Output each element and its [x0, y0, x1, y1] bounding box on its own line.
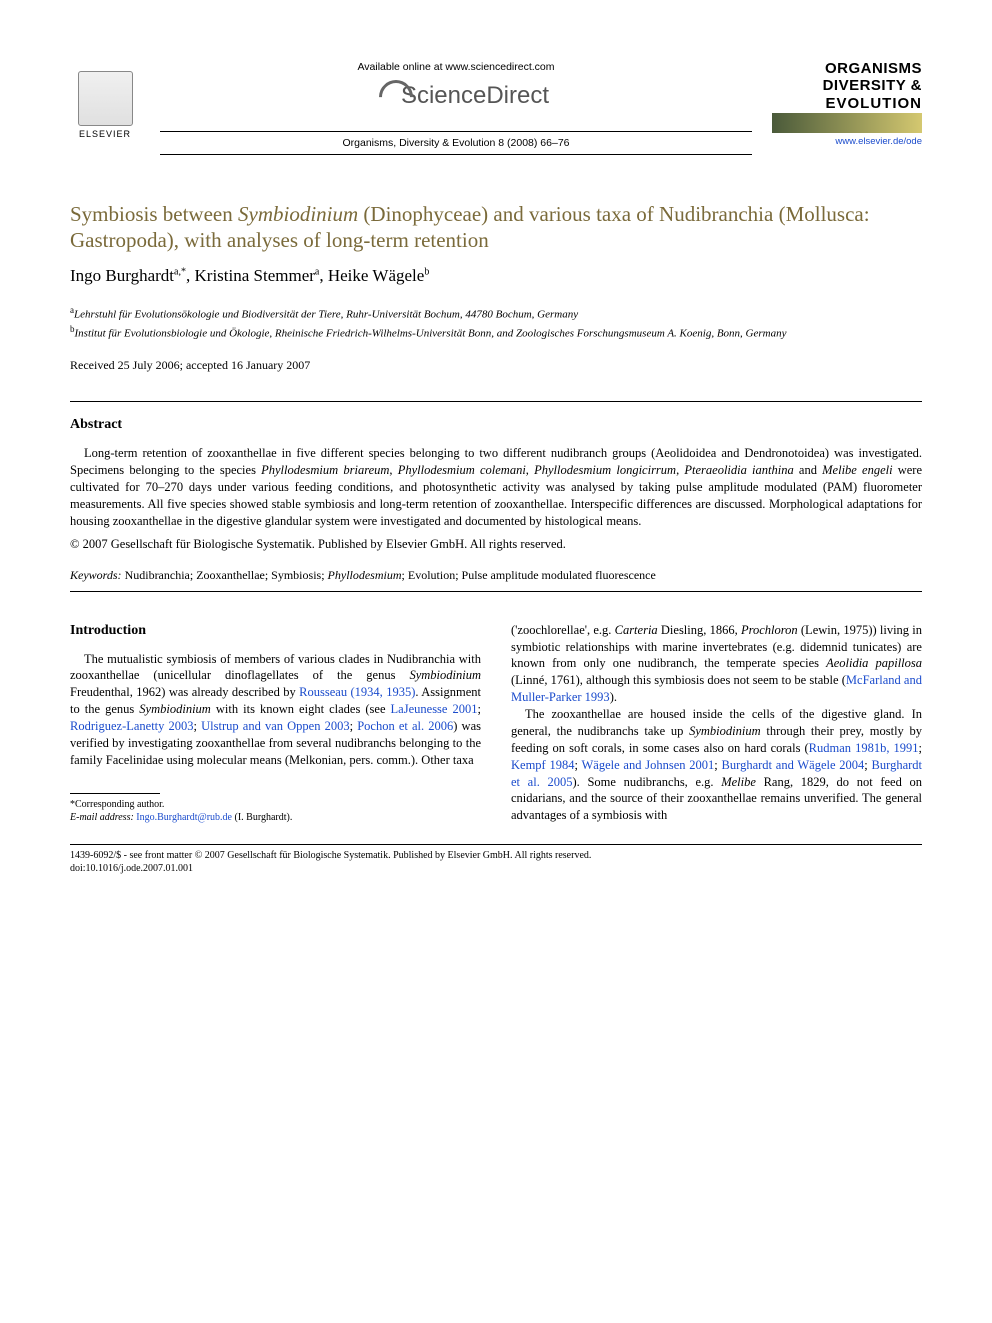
column-left: Introduction The mutualistic symbiosis o…	[70, 622, 481, 825]
sciencedirect-swoosh-icon	[363, 80, 395, 112]
abstract-bottom-rule	[70, 591, 922, 592]
journal-gradient-bar	[772, 113, 922, 133]
journal-url[interactable]: www.elsevier.de/ode	[772, 136, 922, 149]
ref-link-ulstrup[interactable]: Ulstrup and van Oppen 2003	[201, 719, 349, 733]
affiliation-a: aLehrstuhl für Evolutionsökologie und Bi…	[70, 304, 922, 323]
ref-link-rousseau[interactable]: Rousseau (1934, 1935)	[299, 685, 415, 699]
page-header: ELSEVIER Available online at www.science…	[70, 60, 922, 159]
affiliations: aLehrstuhl für Evolutionsökologie und Bi…	[70, 304, 922, 341]
ref-link-pochon[interactable]: Pochon et al. 2006	[357, 719, 453, 733]
citation-line: Organisms, Diversity & Evolution 8 (2008…	[160, 136, 752, 150]
front-matter-line: 1439-6092/$ - see front matter © 2007 Ge…	[70, 849, 922, 862]
article-dates: Received 25 July 2006; accepted 16 Janua…	[70, 357, 922, 373]
affiliation-b: bInstitut für Evolutionsbiologie und Öko…	[70, 323, 922, 342]
elsevier-logo: ELSEVIER	[70, 60, 140, 140]
sciencedirect-text: ScienceDirect	[401, 80, 549, 112]
keywords: Keywords: Nudibranchia; Zooxanthellae; S…	[70, 567, 922, 583]
journal-logo-block: ORGANISMS DIVERSITY & EVOLUTION www.else…	[772, 60, 922, 149]
column-right: ('zoochlorellae', e.g. Carteria Diesling…	[511, 622, 922, 825]
elsevier-tree-icon	[78, 71, 133, 126]
sciencedirect-logo: ScienceDirect	[363, 80, 549, 112]
article-title: Symbiosis between Symbiodinium (Dinophyc…	[70, 201, 922, 254]
abstract-body: Long-term retention of zooxanthellae in …	[70, 445, 922, 529]
header-rule-bottom	[160, 154, 752, 155]
journal-title-line3: EVOLUTION	[772, 95, 922, 112]
journal-title-line1: ORGANISMS	[772, 60, 922, 77]
intro-para-2: The zooxanthellae are housed inside the …	[511, 706, 922, 824]
email-line: E-mail address: Ingo.Burghardt@rub.de (I…	[70, 811, 481, 824]
ref-link-lajeunesse[interactable]: LaJeunesse 2001	[391, 702, 478, 716]
intro-para-1-cont: ('zoochlorellae', e.g. Carteria Diesling…	[511, 622, 922, 706]
footer-text: 1439-6092/$ - see front matter © 2007 Ge…	[70, 849, 922, 875]
author-3: , Heike Wägele	[319, 266, 424, 285]
ref-link-rodriguez[interactable]: Rodriguez-Lanetty 2003	[70, 719, 194, 733]
corresponding-author-label: *Corresponding author.	[70, 798, 481, 811]
author-2: , Kristina Stemmer	[186, 266, 315, 285]
available-online-text: Available online at www.sciencedirect.co…	[160, 60, 752, 74]
journal-title: ORGANISMS DIVERSITY & EVOLUTION	[772, 60, 922, 112]
abstract-top-rule	[70, 401, 922, 402]
header-center: Available online at www.sciencedirect.co…	[140, 60, 772, 159]
intro-para-1: The mutualistic symbiosis of members of …	[70, 651, 481, 769]
author-1: Ingo Burghardt	[70, 266, 174, 285]
footnote-separator	[70, 793, 160, 794]
footer-rule	[70, 844, 922, 845]
ref-link-kempf[interactable]: Kempf 1984	[511, 758, 574, 772]
doi-line: doi:10.1016/j.ode.2007.01.001	[70, 862, 922, 875]
elsevier-label: ELSEVIER	[79, 128, 131, 140]
author-list: Ingo Burghardta,*, Kristina Stemmera, He…	[70, 265, 922, 288]
ref-link-wagele-johnsen[interactable]: Wägele and Johnsen 2001	[582, 758, 715, 772]
footnote-block: *Corresponding author. E-mail address: I…	[70, 798, 481, 824]
abstract-copyright: © 2007 Gesellschaft für Biologische Syst…	[70, 536, 922, 553]
introduction-heading: Introduction	[70, 622, 481, 641]
body-columns: Introduction The mutualistic symbiosis o…	[70, 622, 922, 825]
header-rule-top	[160, 131, 752, 132]
journal-title-line2: DIVERSITY &	[772, 77, 922, 94]
email-link[interactable]: Ingo.Burghardt@rub.de	[136, 812, 232, 823]
ref-link-rudman[interactable]: Rudman 1981b, 1991	[809, 741, 919, 755]
ref-link-burghardt-wagele[interactable]: Burghardt and Wägele 2004	[722, 758, 865, 772]
abstract-heading: Abstract	[70, 416, 922, 435]
